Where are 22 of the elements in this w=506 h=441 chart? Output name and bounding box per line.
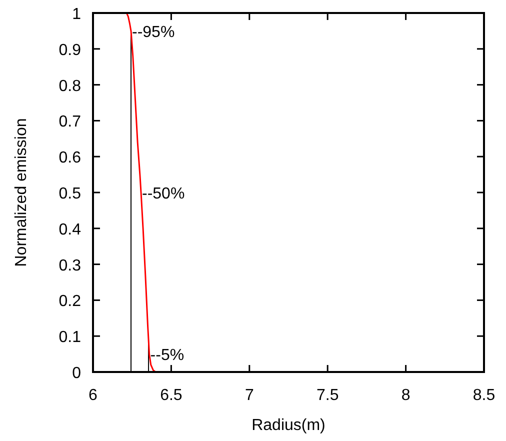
x-tick-label: 6: [88, 387, 98, 404]
y-tick-label: 0.8: [58, 78, 82, 95]
y-tick-label: 0.2: [58, 293, 82, 310]
y-tick-label: 0.5: [58, 186, 82, 202]
annotation: --5%: [150, 347, 184, 364]
x-tick-label: 8.5: [472, 387, 496, 404]
y-tick-label: 1: [72, 6, 82, 23]
y-axis-title: Normalized emission: [13, 118, 30, 267]
y-tick-label: 0: [72, 365, 82, 382]
annotation: --50%: [142, 186, 185, 202]
x-tick-label: 7: [244, 387, 254, 404]
x-tick-label: 7.5: [316, 387, 339, 404]
x-tick-label: 6.5: [160, 387, 182, 404]
y-tick-label: 0.4: [58, 221, 82, 238]
y-tick-label: 0.7: [58, 114, 82, 131]
y-tick-label: 0.9: [58, 42, 82, 59]
y-tick-label: 0.3: [58, 257, 82, 274]
x-tick-label: 8: [401, 387, 410, 404]
annotation: --95%: [132, 24, 175, 41]
x-axis-title: Radius(m): [252, 417, 326, 434]
y-tick-label: 0.6: [58, 150, 82, 167]
y-tick-label: 0.1: [58, 329, 82, 346]
